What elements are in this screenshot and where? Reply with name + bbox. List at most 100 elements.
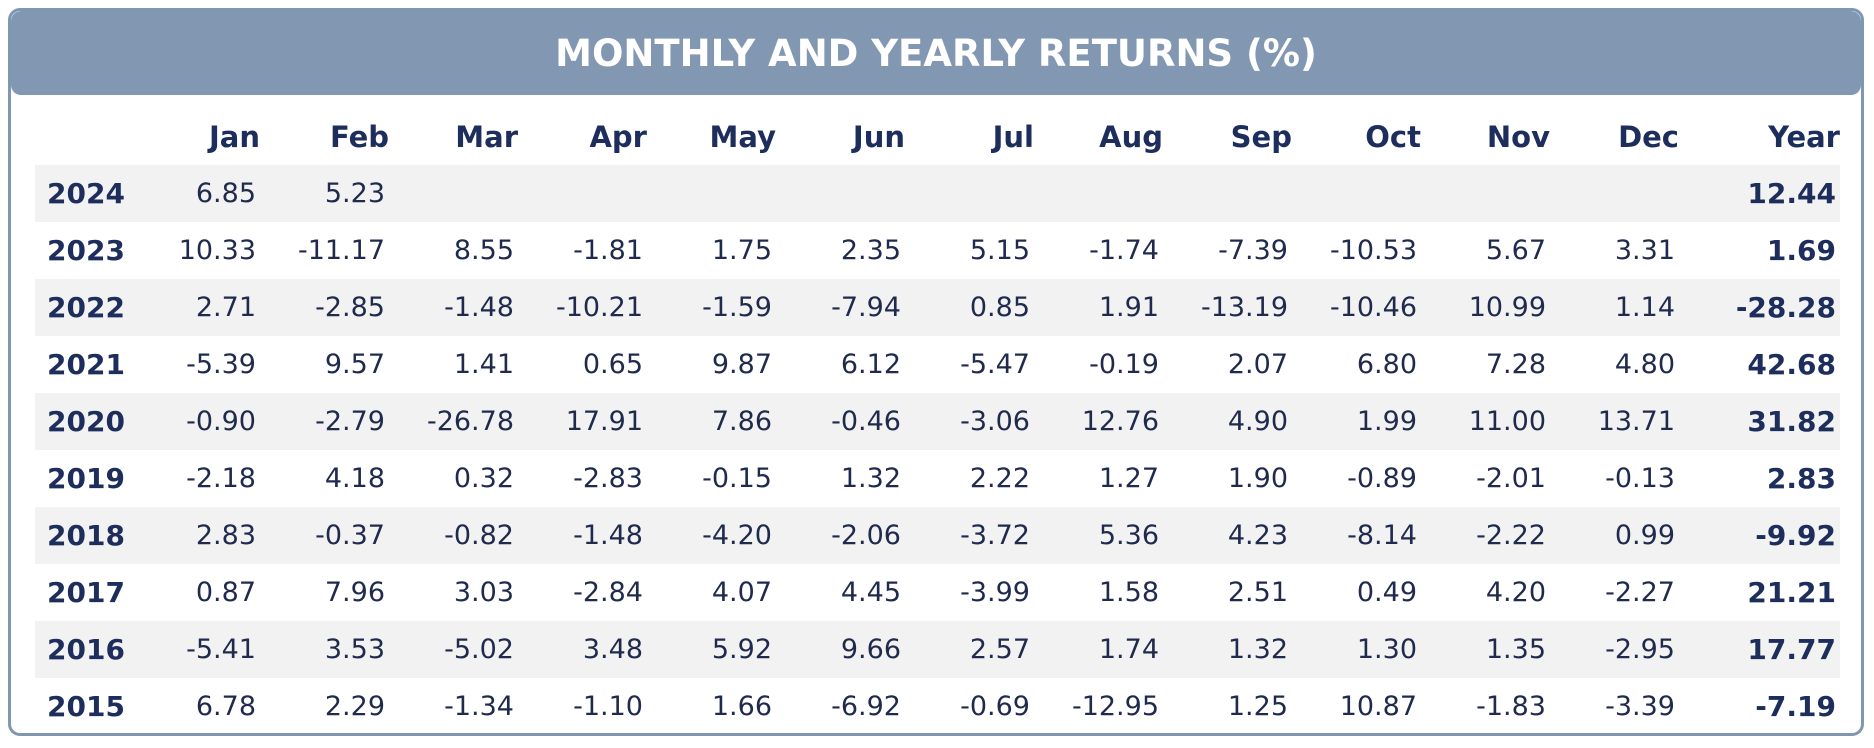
month-return-cell: 2.51 (1171, 564, 1300, 621)
month-return-cell: 4.45 (784, 564, 913, 621)
month-return-cell: 5.15 (913, 222, 1042, 279)
month-return-cell: 1.25 (1171, 678, 1300, 733)
month-return-cell (1558, 165, 1687, 222)
table-row: 2015 6.78 2.29 -1.34 -1.10 1.66 -6.92 -0.69 -12.… (35, 678, 1840, 733)
month-return-cell: 5.67 (1429, 222, 1558, 279)
month-return-cell: -11.17 (268, 222, 397, 279)
month-return-cell: -0.15 (655, 450, 784, 507)
month-return-cell: -2.06 (784, 507, 913, 564)
month-return-cell: 1.91 (1042, 279, 1171, 336)
month-return-cell: 0.85 (913, 279, 1042, 336)
month-return-cell: 4.20 (1429, 564, 1558, 621)
month-return-cell: -4.20 (655, 507, 784, 564)
year-total-cell: 42.68 (1687, 336, 1840, 393)
table-row: 2017 0.87 7.96 3.03 -2.84 4.07 4.45 -3.99 1.58 2.… (35, 564, 1840, 621)
table-row: 2018 2.83 -0.37 -0.82 -1.48 -4.20 -2.06 -3.72 5.… (35, 507, 1840, 564)
header-row: Jan Feb Mar Apr May Jun Jul Aug Sep Oct Nov Dec Year (35, 109, 1840, 165)
month-return-cell: -1.48 (526, 507, 655, 564)
table-row: 2021 -5.39 9.57 1.41 0.65 9.87 6.12 -5.47 -0.19 2… (35, 336, 1840, 393)
month-return-cell: 2.35 (784, 222, 913, 279)
month-return-cell: -12.95 (1042, 678, 1171, 733)
row-year-label: 2019 (35, 450, 139, 507)
row-year-label: 2018 (35, 507, 139, 564)
month-return-cell: 2.29 (268, 678, 397, 733)
month-return-cell (655, 165, 784, 222)
month-return-cell: -10.46 (1300, 279, 1429, 336)
month-return-cell: -1.59 (655, 279, 784, 336)
table-body: 2024 6.85 5.23 12.44 2023 10.33 -11.17 8.55 -1.8… (35, 165, 1840, 733)
month-return-cell: -2.01 (1429, 450, 1558, 507)
column-header-sep: Sep (1230, 120, 1292, 154)
column-header-nov: Nov (1486, 120, 1550, 154)
month-return-cell (1429, 165, 1558, 222)
month-return-cell: 0.99 (1558, 507, 1687, 564)
month-return-cell: 1.75 (655, 222, 784, 279)
month-return-cell: 13.71 (1558, 393, 1687, 450)
month-return-cell: -1.34 (397, 678, 526, 733)
month-return-cell: 1.27 (1042, 450, 1171, 507)
month-return-cell: 2.83 (139, 507, 268, 564)
month-return-cell: -1.74 (1042, 222, 1171, 279)
month-return-cell: 9.57 (268, 336, 397, 393)
month-return-cell: -2.27 (1558, 564, 1687, 621)
month-return-cell: -2.22 (1429, 507, 1558, 564)
month-return-cell: -1.10 (526, 678, 655, 733)
month-return-cell: 0.65 (526, 336, 655, 393)
table-row: 2016 -5.41 3.53 -5.02 3.48 5.92 9.66 2.57 1.74 1.… (35, 621, 1840, 678)
month-return-cell: -3.39 (1558, 678, 1687, 733)
month-return-cell: 9.87 (655, 336, 784, 393)
month-return-cell: -2.95 (1558, 621, 1687, 678)
year-total-cell: -7.19 (1687, 678, 1840, 733)
month-return-cell: -5.39 (139, 336, 268, 393)
column-header-year: Year (1768, 120, 1840, 154)
month-return-cell: 4.23 (1171, 507, 1300, 564)
month-return-cell: 5.23 (268, 165, 397, 222)
month-return-cell: 12.76 (1042, 393, 1171, 450)
row-year-label: 2017 (35, 564, 139, 621)
month-return-cell: 6.80 (1300, 336, 1429, 393)
column-header-may: May (709, 120, 776, 154)
month-return-cell: 1.99 (1300, 393, 1429, 450)
column-header-aug: Aug (1099, 120, 1163, 154)
column-header-jan: Jan (208, 120, 260, 154)
month-return-cell: 1.30 (1300, 621, 1429, 678)
month-return-cell: 2.22 (913, 450, 1042, 507)
year-total-cell: 31.82 (1687, 393, 1840, 450)
month-return-cell: -26.78 (397, 393, 526, 450)
month-return-cell: 4.80 (1558, 336, 1687, 393)
month-return-cell: -0.90 (139, 393, 268, 450)
table-row: 2020 -0.90 -2.79 -26.78 17.91 7.86 -0.46 -3.06 1… (35, 393, 1840, 450)
month-return-cell: 17.91 (526, 393, 655, 450)
month-return-cell: 1.35 (1429, 621, 1558, 678)
column-header-feb: Feb (329, 120, 389, 154)
month-return-cell: -0.69 (913, 678, 1042, 733)
month-return-cell (784, 165, 913, 222)
chart-title: MONTHLY AND YEARLY RETURNS (%) (555, 31, 1317, 75)
month-return-cell: 2.07 (1171, 336, 1300, 393)
month-return-cell: -3.72 (913, 507, 1042, 564)
month-return-cell: 1.32 (1171, 621, 1300, 678)
month-return-cell: 2.71 (139, 279, 268, 336)
row-year-label: 2022 (35, 279, 139, 336)
month-return-cell: 8.55 (397, 222, 526, 279)
row-year-label: 2020 (35, 393, 139, 450)
month-return-cell: 4.18 (268, 450, 397, 507)
month-return-cell: -1.48 (397, 279, 526, 336)
month-return-cell: -2.18 (139, 450, 268, 507)
year-total-cell: 17.77 (1687, 621, 1840, 678)
row-year-label: 2023 (35, 222, 139, 279)
card-header: MONTHLY AND YEARLY RETURNS (%) (11, 11, 1861, 95)
month-return-cell: 1.58 (1042, 564, 1171, 621)
month-return-cell: 3.31 (1558, 222, 1687, 279)
year-total-cell: 2.83 (1687, 450, 1840, 507)
year-total-cell: 1.69 (1687, 222, 1840, 279)
month-return-cell: -0.19 (1042, 336, 1171, 393)
row-year-label: 2016 (35, 621, 139, 678)
month-return-cell: 6.12 (784, 336, 913, 393)
month-return-cell: -0.13 (1558, 450, 1687, 507)
month-return-cell: 9.66 (784, 621, 913, 678)
month-return-cell: -0.37 (268, 507, 397, 564)
month-return-cell: 7.28 (1429, 336, 1558, 393)
month-return-cell: -3.99 (913, 564, 1042, 621)
month-return-cell: -0.82 (397, 507, 526, 564)
